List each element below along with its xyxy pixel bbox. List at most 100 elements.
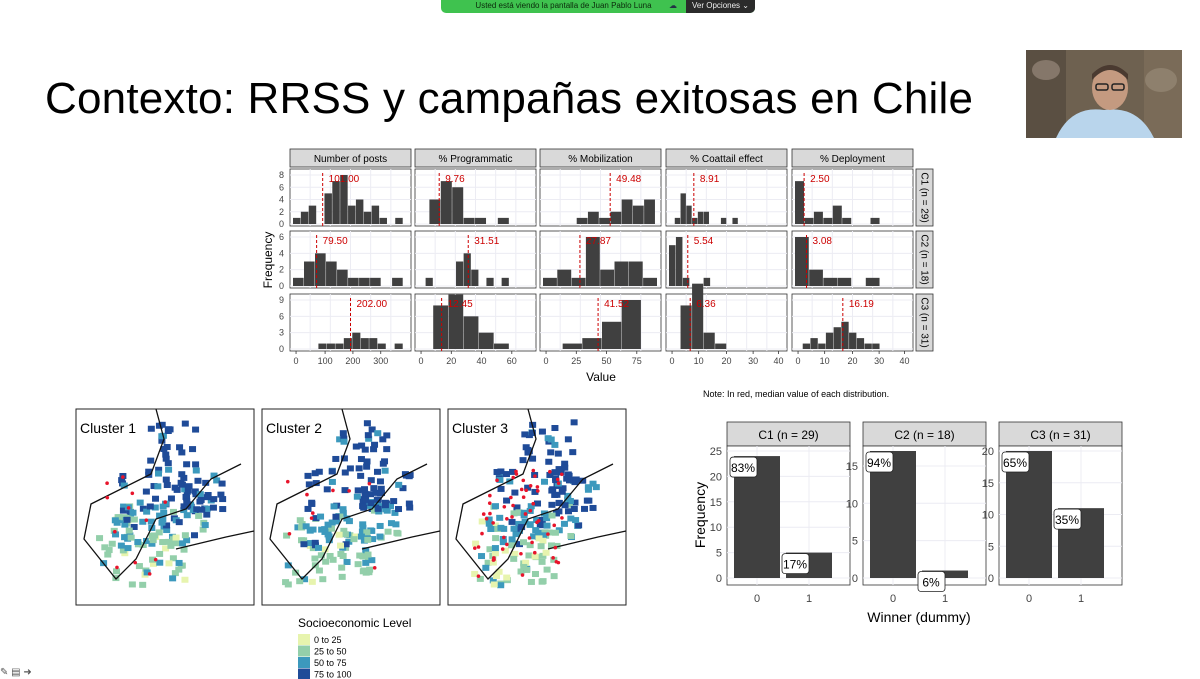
y-tick-label: 3: [279, 328, 284, 338]
data-label-box: [781, 553, 810, 574]
map-tract: [553, 542, 561, 549]
histogram-bar: [833, 327, 841, 349]
campaign-point: [491, 521, 495, 525]
map-tract: [158, 519, 166, 526]
histogram-bar: [809, 269, 823, 286]
winner-panel: C1 (n = 29) 0 5 10 15 20 25 0 83% 1 17%: [710, 421, 851, 605]
histogram-bar: [802, 343, 811, 349]
pen-icon[interactable]: ✎: [0, 667, 9, 678]
map-tract: [392, 521, 400, 528]
campaign-point: [495, 478, 499, 483]
histogram-bar: [394, 343, 403, 349]
map-tract: [354, 487, 362, 494]
histogram-bar: [674, 217, 681, 224]
campaign-point: [130, 491, 135, 496]
map-tract: [184, 502, 192, 509]
campaign-point: [509, 495, 513, 500]
map-tract: [478, 518, 486, 525]
median-label: 9.76: [445, 174, 465, 185]
x-tick-label: 40: [774, 356, 784, 366]
map-tract: [551, 469, 559, 476]
next-arrow-icon[interactable]: ➜: [23, 667, 32, 678]
map-tract: [363, 529, 371, 536]
map-tract: [300, 537, 308, 544]
participant-video[interactable]: [1026, 50, 1182, 138]
x-tick-label: 30: [748, 356, 758, 366]
campaign-point: [519, 551, 523, 556]
campaign-point: [521, 495, 526, 500]
map-tract: [569, 449, 577, 456]
map-title: Cluster 1: [80, 420, 136, 436]
histogram-bar: [332, 181, 340, 224]
map-tract: [520, 563, 528, 570]
map-tract: [522, 444, 530, 451]
map-tract: [113, 568, 121, 575]
map-tract: [364, 551, 372, 558]
map-tract: [368, 527, 376, 534]
map-tract: [491, 545, 499, 552]
map-tract: [373, 496, 381, 503]
map-tract: [484, 559, 492, 566]
map-tract: [520, 512, 528, 519]
campaign-point: [285, 479, 290, 484]
x-tick-label: 40: [900, 356, 910, 366]
map-tract: [373, 468, 381, 475]
map-tract: [298, 524, 306, 531]
map-tract: [374, 505, 382, 512]
legend-swatch: [298, 668, 310, 679]
facet-row-label: C2 (n = 18): [918, 234, 929, 284]
map-tract: [312, 515, 320, 522]
map-tract: [527, 578, 535, 585]
commune-border: [455, 408, 614, 580]
campaign-point: [372, 566, 377, 570]
campaign-point: [514, 469, 518, 474]
map-tract: [374, 430, 382, 437]
histogram-bar: [463, 217, 475, 224]
map-tract: [292, 569, 300, 576]
view-options-button[interactable]: Ver Opciones ⌄: [686, 0, 755, 13]
map-tract: [546, 471, 554, 478]
map-tract: [304, 472, 312, 479]
x-tick-label: 30: [874, 356, 884, 366]
slides-icon[interactable]: ▤: [11, 667, 21, 678]
map-tract: [315, 544, 323, 551]
map-tract: [545, 529, 553, 536]
campaign-point: [484, 516, 489, 521]
x-axis-label: Winner (dummy): [867, 609, 970, 625]
histogram-bar: [576, 217, 588, 224]
median-label: 41.52: [604, 299, 629, 310]
map-tract: [181, 486, 189, 493]
map-tract: [552, 477, 560, 484]
map-tract: [555, 466, 563, 473]
campaign-point: [552, 523, 557, 528]
campaign-point: [511, 475, 516, 480]
histogram-bar: [582, 338, 602, 349]
map-tract: [358, 442, 366, 449]
histogram-bar: [440, 181, 452, 224]
map-tract: [324, 521, 332, 528]
x-tick-label: 300: [373, 356, 388, 366]
map-tract: [158, 437, 166, 444]
histogram-bar: [318, 343, 327, 349]
campaign-point: [309, 516, 314, 520]
map-tract: [490, 581, 498, 588]
campaign-point: [488, 511, 492, 516]
map-tract: [503, 497, 511, 504]
map-tract: [328, 478, 336, 485]
campaign-point: [310, 511, 315, 515]
map-tract: [511, 550, 519, 557]
data-label: 6%: [922, 576, 940, 590]
cluster-map: Cluster 2: [261, 408, 441, 606]
map-tract: [390, 498, 398, 505]
facet-row-label: C1 (n = 29): [918, 172, 929, 222]
y-tick-label: 10: [710, 522, 722, 534]
map-tract: [521, 431, 529, 438]
x-tick-label: 0: [670, 356, 675, 366]
data-label: 35%: [1055, 513, 1079, 527]
map-tract: [503, 574, 511, 581]
legend-swatch: [298, 634, 310, 645]
map-tract: [323, 486, 331, 493]
map-tract: [491, 550, 499, 557]
map-tract: [104, 551, 112, 558]
